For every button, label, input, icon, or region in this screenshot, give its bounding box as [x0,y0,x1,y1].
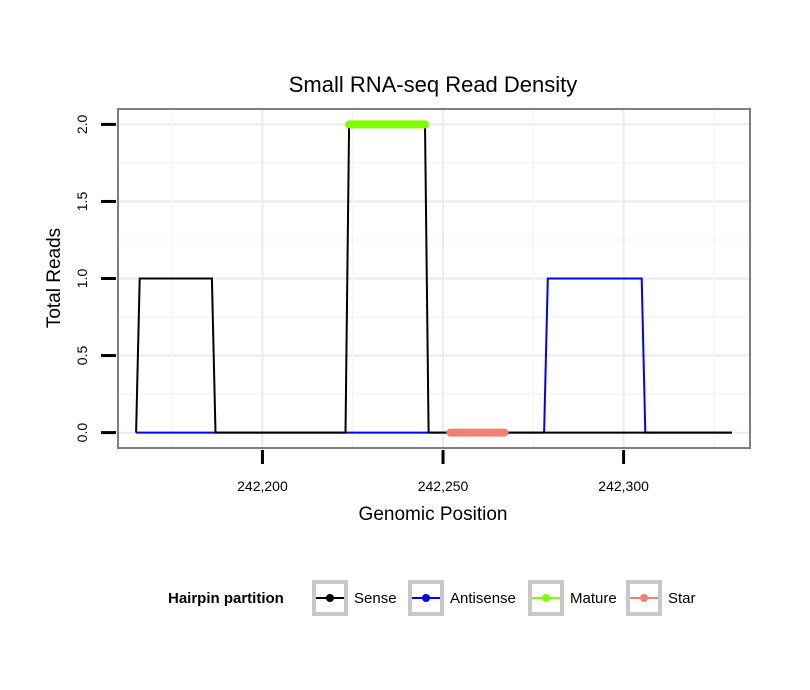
grid [118,109,750,448]
legend-key-point [640,594,648,602]
legend-title: Hairpin partition [168,590,284,607]
y-tick-label: 0.5 [74,346,90,366]
x-axis-label: Genomic Position [359,504,508,525]
x-tick-label: 242,200 [237,478,288,494]
y-tick-label: 0.0 [74,423,90,443]
legend-item-mature: Mature [528,580,617,616]
y-axis-label: Total Reads [44,228,65,328]
legend-label: Star [668,590,696,607]
y-tick-label: 2.0 [74,114,90,134]
legend-label: Sense [354,590,397,607]
legend: Hairpin partition Sense Antisense Mature St… [168,580,696,616]
chart-title: Small RNA-seq Read Density [289,72,578,97]
x-tick-label: 242,250 [418,478,469,494]
x-tick-label: 242,300 [598,478,649,494]
plot-panel-border [117,108,751,449]
legend-key-box [528,580,564,616]
series-layer [135,120,732,437]
legend-key-point [422,594,430,602]
y-tick-label: 1.0 [74,269,90,289]
legend-item-sense: Sense [312,580,397,616]
y-tick-label: 1.5 [74,192,90,212]
legend-key-point [326,594,334,602]
legend-key-point [542,594,550,602]
legend-label: Mature [570,590,617,607]
series-line-sense [135,123,732,434]
legend-item-star: Star [626,580,696,616]
y-axis: 0.0 0.5 1.0 1.5 2.0 [74,114,116,442]
legend-label: Antisense [450,590,516,607]
legend-item-antisense: Antisense [408,580,516,616]
x-axis: 242,200 242,250 242,300 [237,450,649,494]
